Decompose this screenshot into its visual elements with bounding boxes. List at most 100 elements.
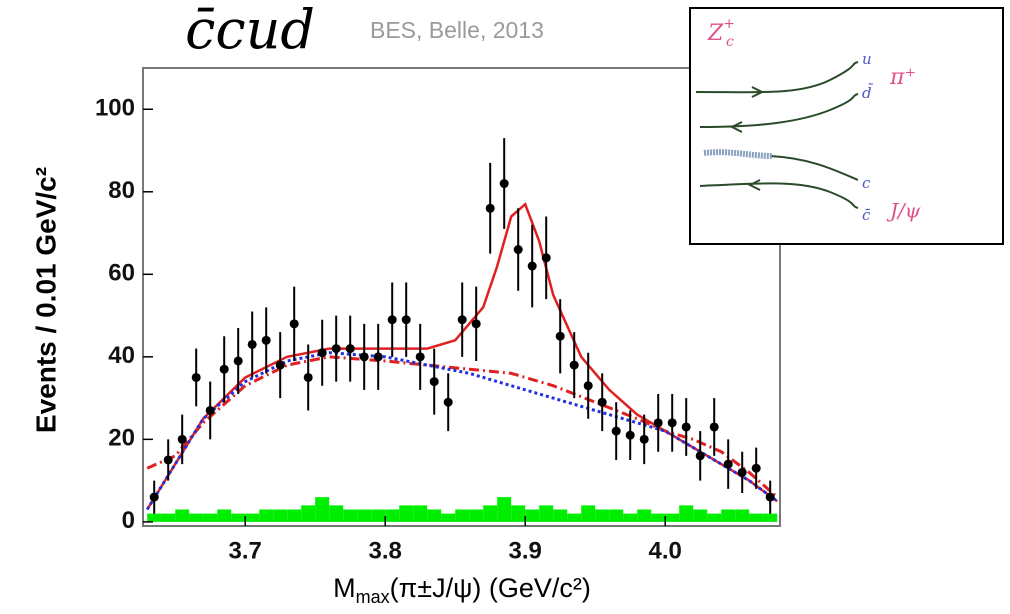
histogram-bar — [287, 509, 302, 522]
y-axis-label: Events / 0.01 GeV/c² — [30, 167, 61, 433]
data-point — [219, 364, 229, 374]
data-point — [527, 261, 537, 271]
title: c̄cud — [185, 0, 315, 61]
histogram-bar — [735, 509, 750, 522]
data-point — [653, 418, 663, 428]
quark-line — [699, 93, 859, 128]
y-tick-label: 0 — [122, 507, 135, 534]
histogram-bar — [189, 513, 204, 522]
histogram-bar — [609, 509, 624, 522]
data-point — [457, 315, 467, 325]
histogram-bar — [469, 509, 484, 522]
x-tick-label: 3.7 — [229, 537, 262, 564]
data-point — [359, 352, 369, 362]
histogram-bar — [483, 505, 498, 522]
arrow — [747, 179, 761, 191]
inset-particle: Z+ c — [707, 16, 735, 50]
quark-lines — [695, 61, 859, 209]
data-point — [737, 467, 747, 477]
histogram-bar — [427, 509, 442, 522]
fit-curve — [146, 202, 778, 511]
histogram-bar — [721, 509, 736, 522]
histogram-bar — [259, 509, 274, 522]
data-point — [275, 360, 285, 370]
histogram-bar — [315, 497, 330, 522]
data-point — [499, 179, 509, 189]
histogram-bar — [147, 513, 162, 522]
y-tick-label: 40 — [108, 342, 135, 369]
histogram-bar — [581, 505, 596, 522]
histogram-bar — [245, 513, 260, 522]
histogram-bar — [399, 505, 414, 522]
data-point — [149, 492, 159, 502]
data-point — [429, 377, 439, 387]
quark-label: c — [862, 174, 871, 192]
histogram-bar — [651, 513, 666, 522]
data-point — [443, 397, 453, 407]
particle: Z — [707, 21, 724, 46]
data-point — [261, 335, 271, 345]
data-point — [345, 344, 355, 354]
meson-label: J/ψ — [886, 199, 921, 223]
histogram-bar — [539, 505, 554, 522]
quark-label: c̄ — [862, 206, 871, 224]
histogram-bar — [665, 513, 680, 522]
quark-label: d̄ — [862, 84, 873, 102]
data-point — [401, 315, 411, 325]
histogram-bar — [217, 509, 232, 522]
x-tick-label: 3.9 — [509, 537, 542, 564]
subtitle: BES, Belle, 2013 — [370, 17, 544, 43]
data-point — [387, 315, 397, 325]
histogram-bar — [707, 513, 722, 522]
data-point — [583, 381, 593, 391]
histogram-bar — [441, 513, 456, 522]
data-point — [513, 245, 523, 255]
histogram-bar — [357, 509, 372, 522]
inset-diagram: Z+ c u d̄ π⁺ c c̄ J/ψ — [689, 7, 1004, 245]
data-point — [667, 418, 677, 428]
data-point — [695, 451, 705, 461]
y-tick-label: 60 — [108, 260, 135, 287]
histogram-bar — [385, 509, 400, 522]
data-point — [177, 434, 187, 444]
histogram-bar — [623, 513, 638, 522]
data-point — [597, 397, 607, 407]
x-tick-label: 3.8 — [369, 537, 402, 564]
histogram-bar — [567, 513, 582, 522]
x-axis-label: Mmax(π±J/ψ) (GeV/c²) — [333, 573, 591, 607]
histogram-bar — [231, 513, 246, 522]
data-point — [191, 372, 201, 382]
data-point — [303, 372, 313, 382]
histogram-bar — [637, 509, 652, 522]
histogram-bar — [553, 509, 568, 522]
x-label-rest: (π±J/ψ) (GeV/c²) — [390, 573, 591, 603]
data-point — [541, 253, 551, 263]
gluon-blob — [703, 149, 773, 159]
histogram-bar — [679, 505, 694, 522]
y-tick-label: 20 — [108, 425, 135, 452]
data-point — [751, 463, 761, 473]
arrow — [751, 86, 765, 98]
quark-line — [699, 182, 859, 209]
histogram-bar — [161, 513, 176, 522]
histogram-bar — [413, 505, 428, 522]
fit-curve — [145, 351, 779, 511]
histogram-bar — [203, 513, 218, 522]
particle-sup: + — [723, 16, 735, 32]
histogram-bar — [371, 509, 386, 522]
data-point — [247, 339, 257, 349]
quark-line — [769, 155, 859, 181]
data-point — [709, 422, 719, 432]
data-point — [233, 356, 243, 366]
quark-label: u — [862, 50, 872, 68]
histogram-bar — [525, 509, 540, 522]
particle-sub: c — [726, 34, 734, 50]
x-label-sub: max — [356, 587, 390, 607]
data-point — [555, 331, 565, 341]
data-point — [485, 203, 495, 213]
histogram-bar — [749, 513, 764, 522]
histogram-bar — [763, 513, 778, 522]
histogram-bar — [329, 505, 344, 522]
x-label-main: M — [333, 573, 356, 603]
